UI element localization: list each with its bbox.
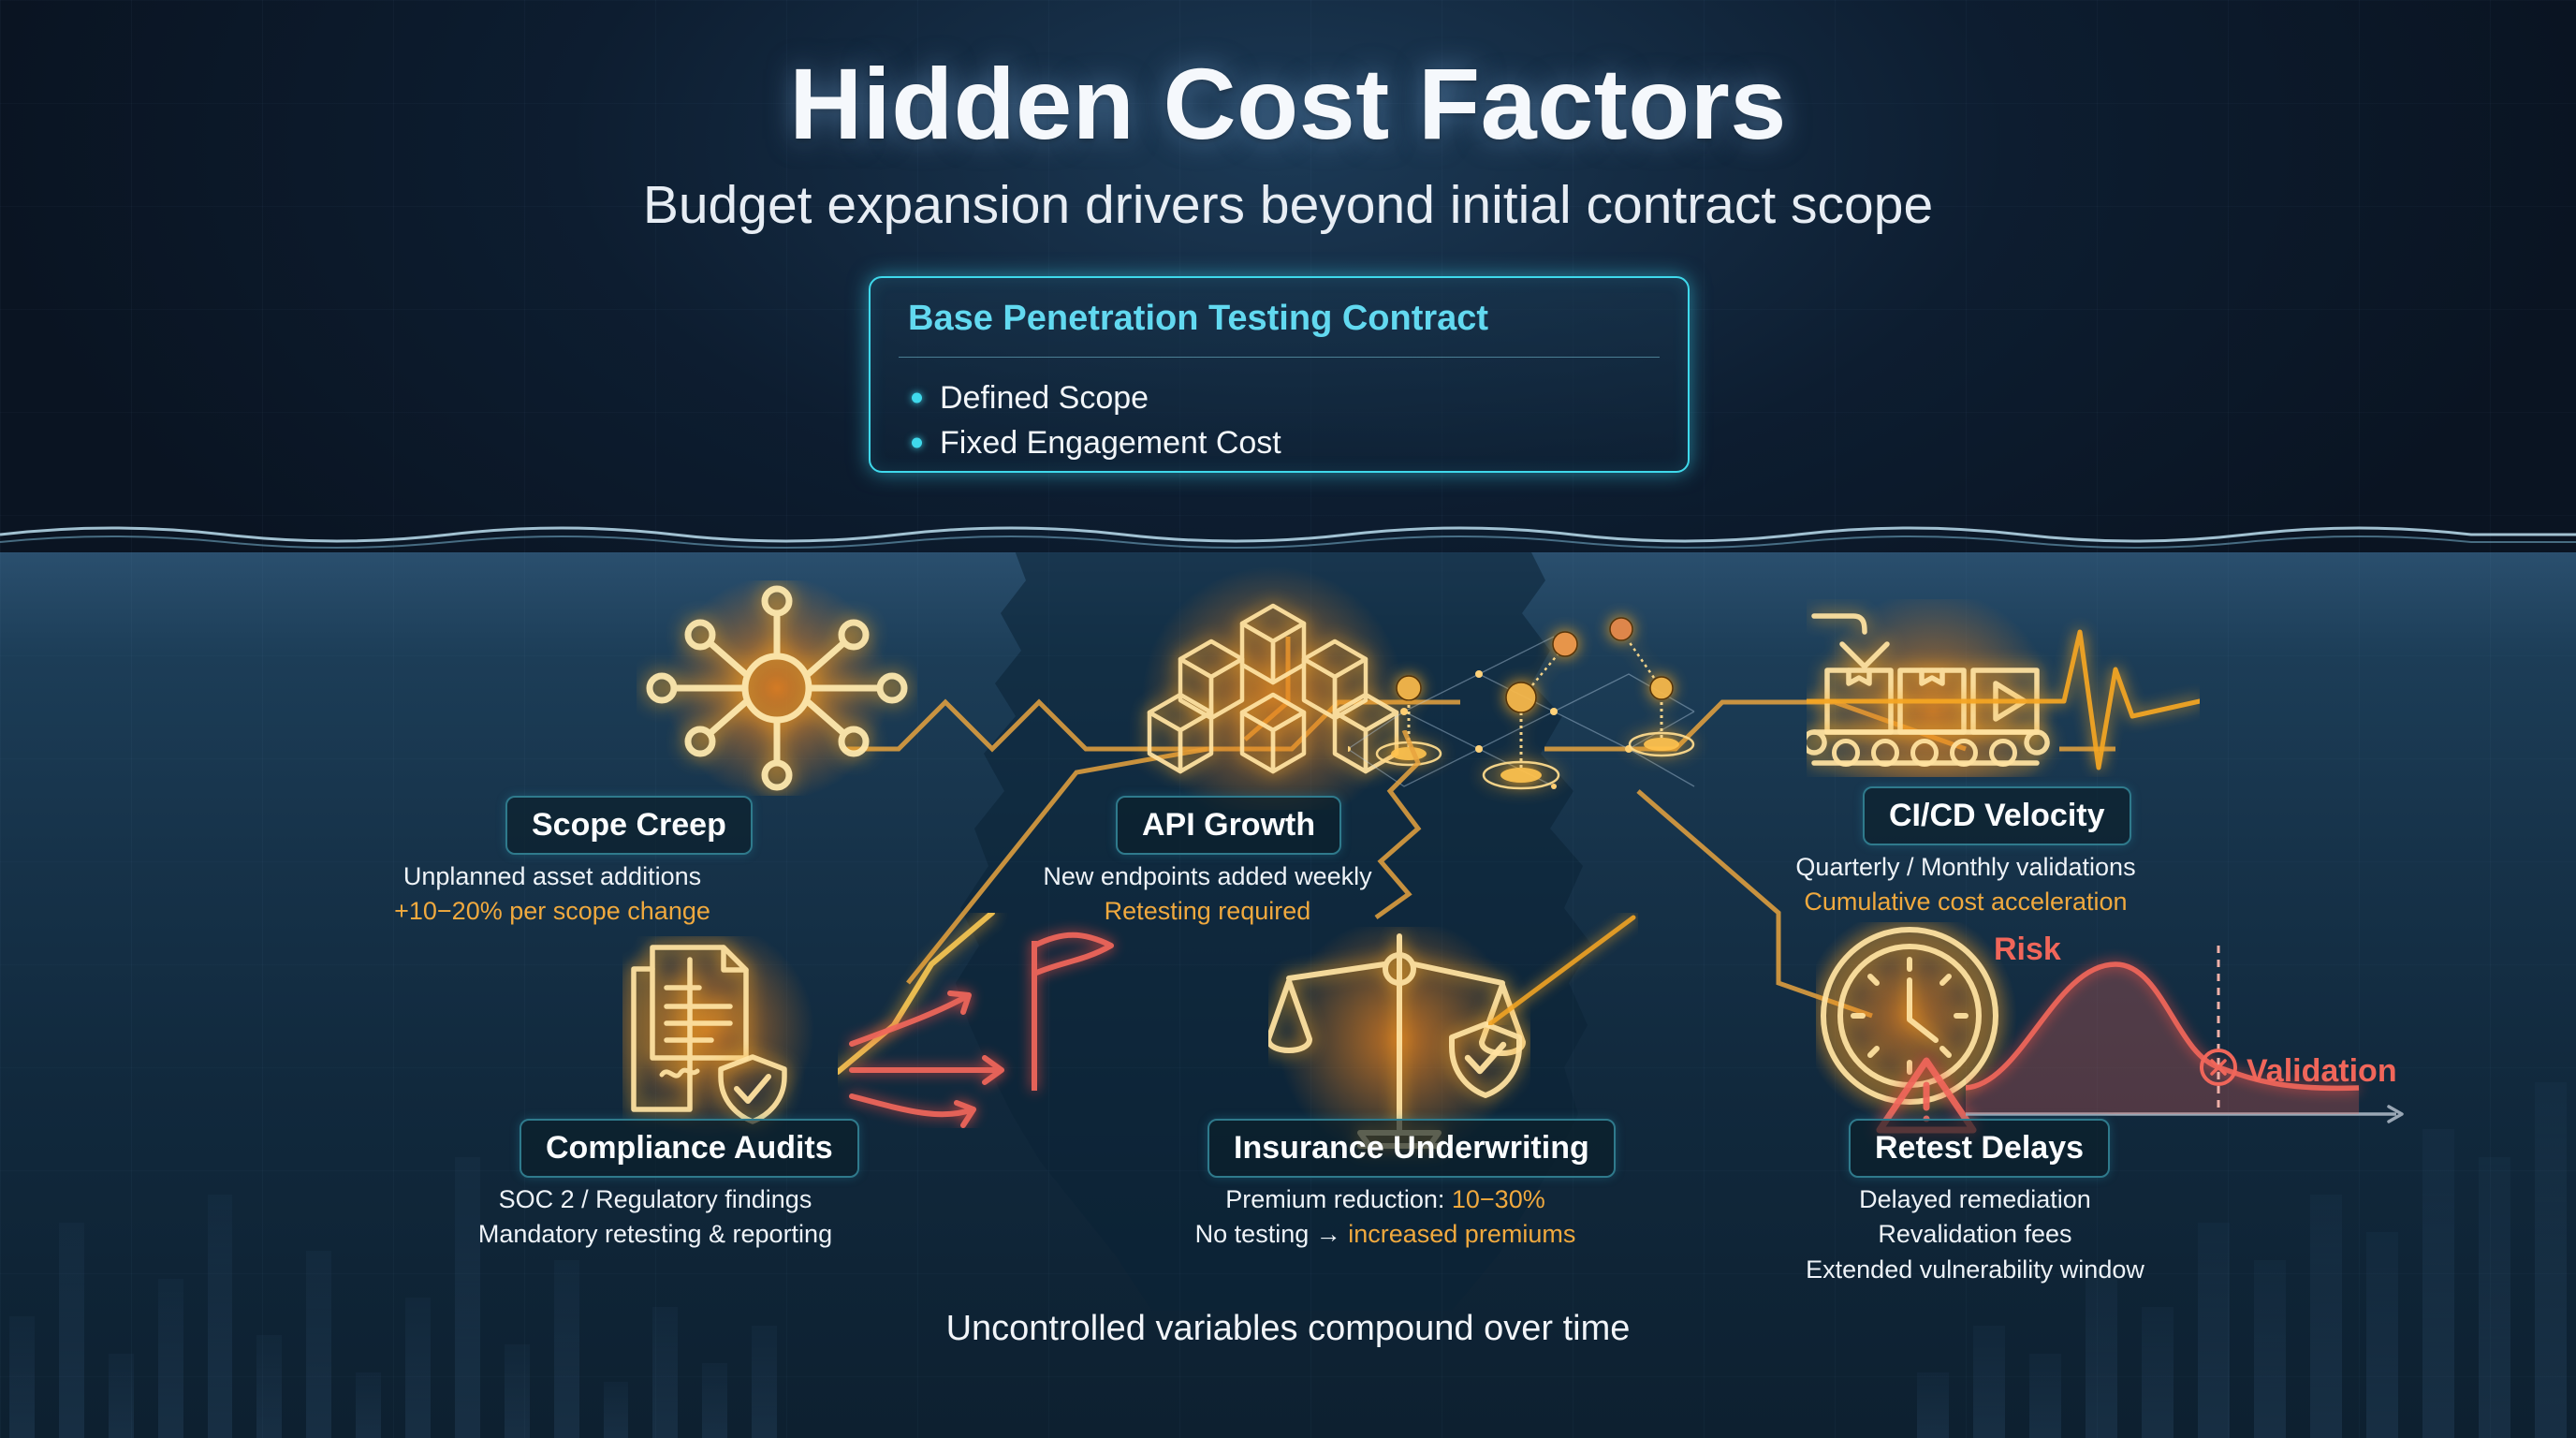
svg-text:Risk: Risk: [1994, 932, 2061, 967]
svg-text:Validation: Validation: [2247, 1053, 2397, 1089]
